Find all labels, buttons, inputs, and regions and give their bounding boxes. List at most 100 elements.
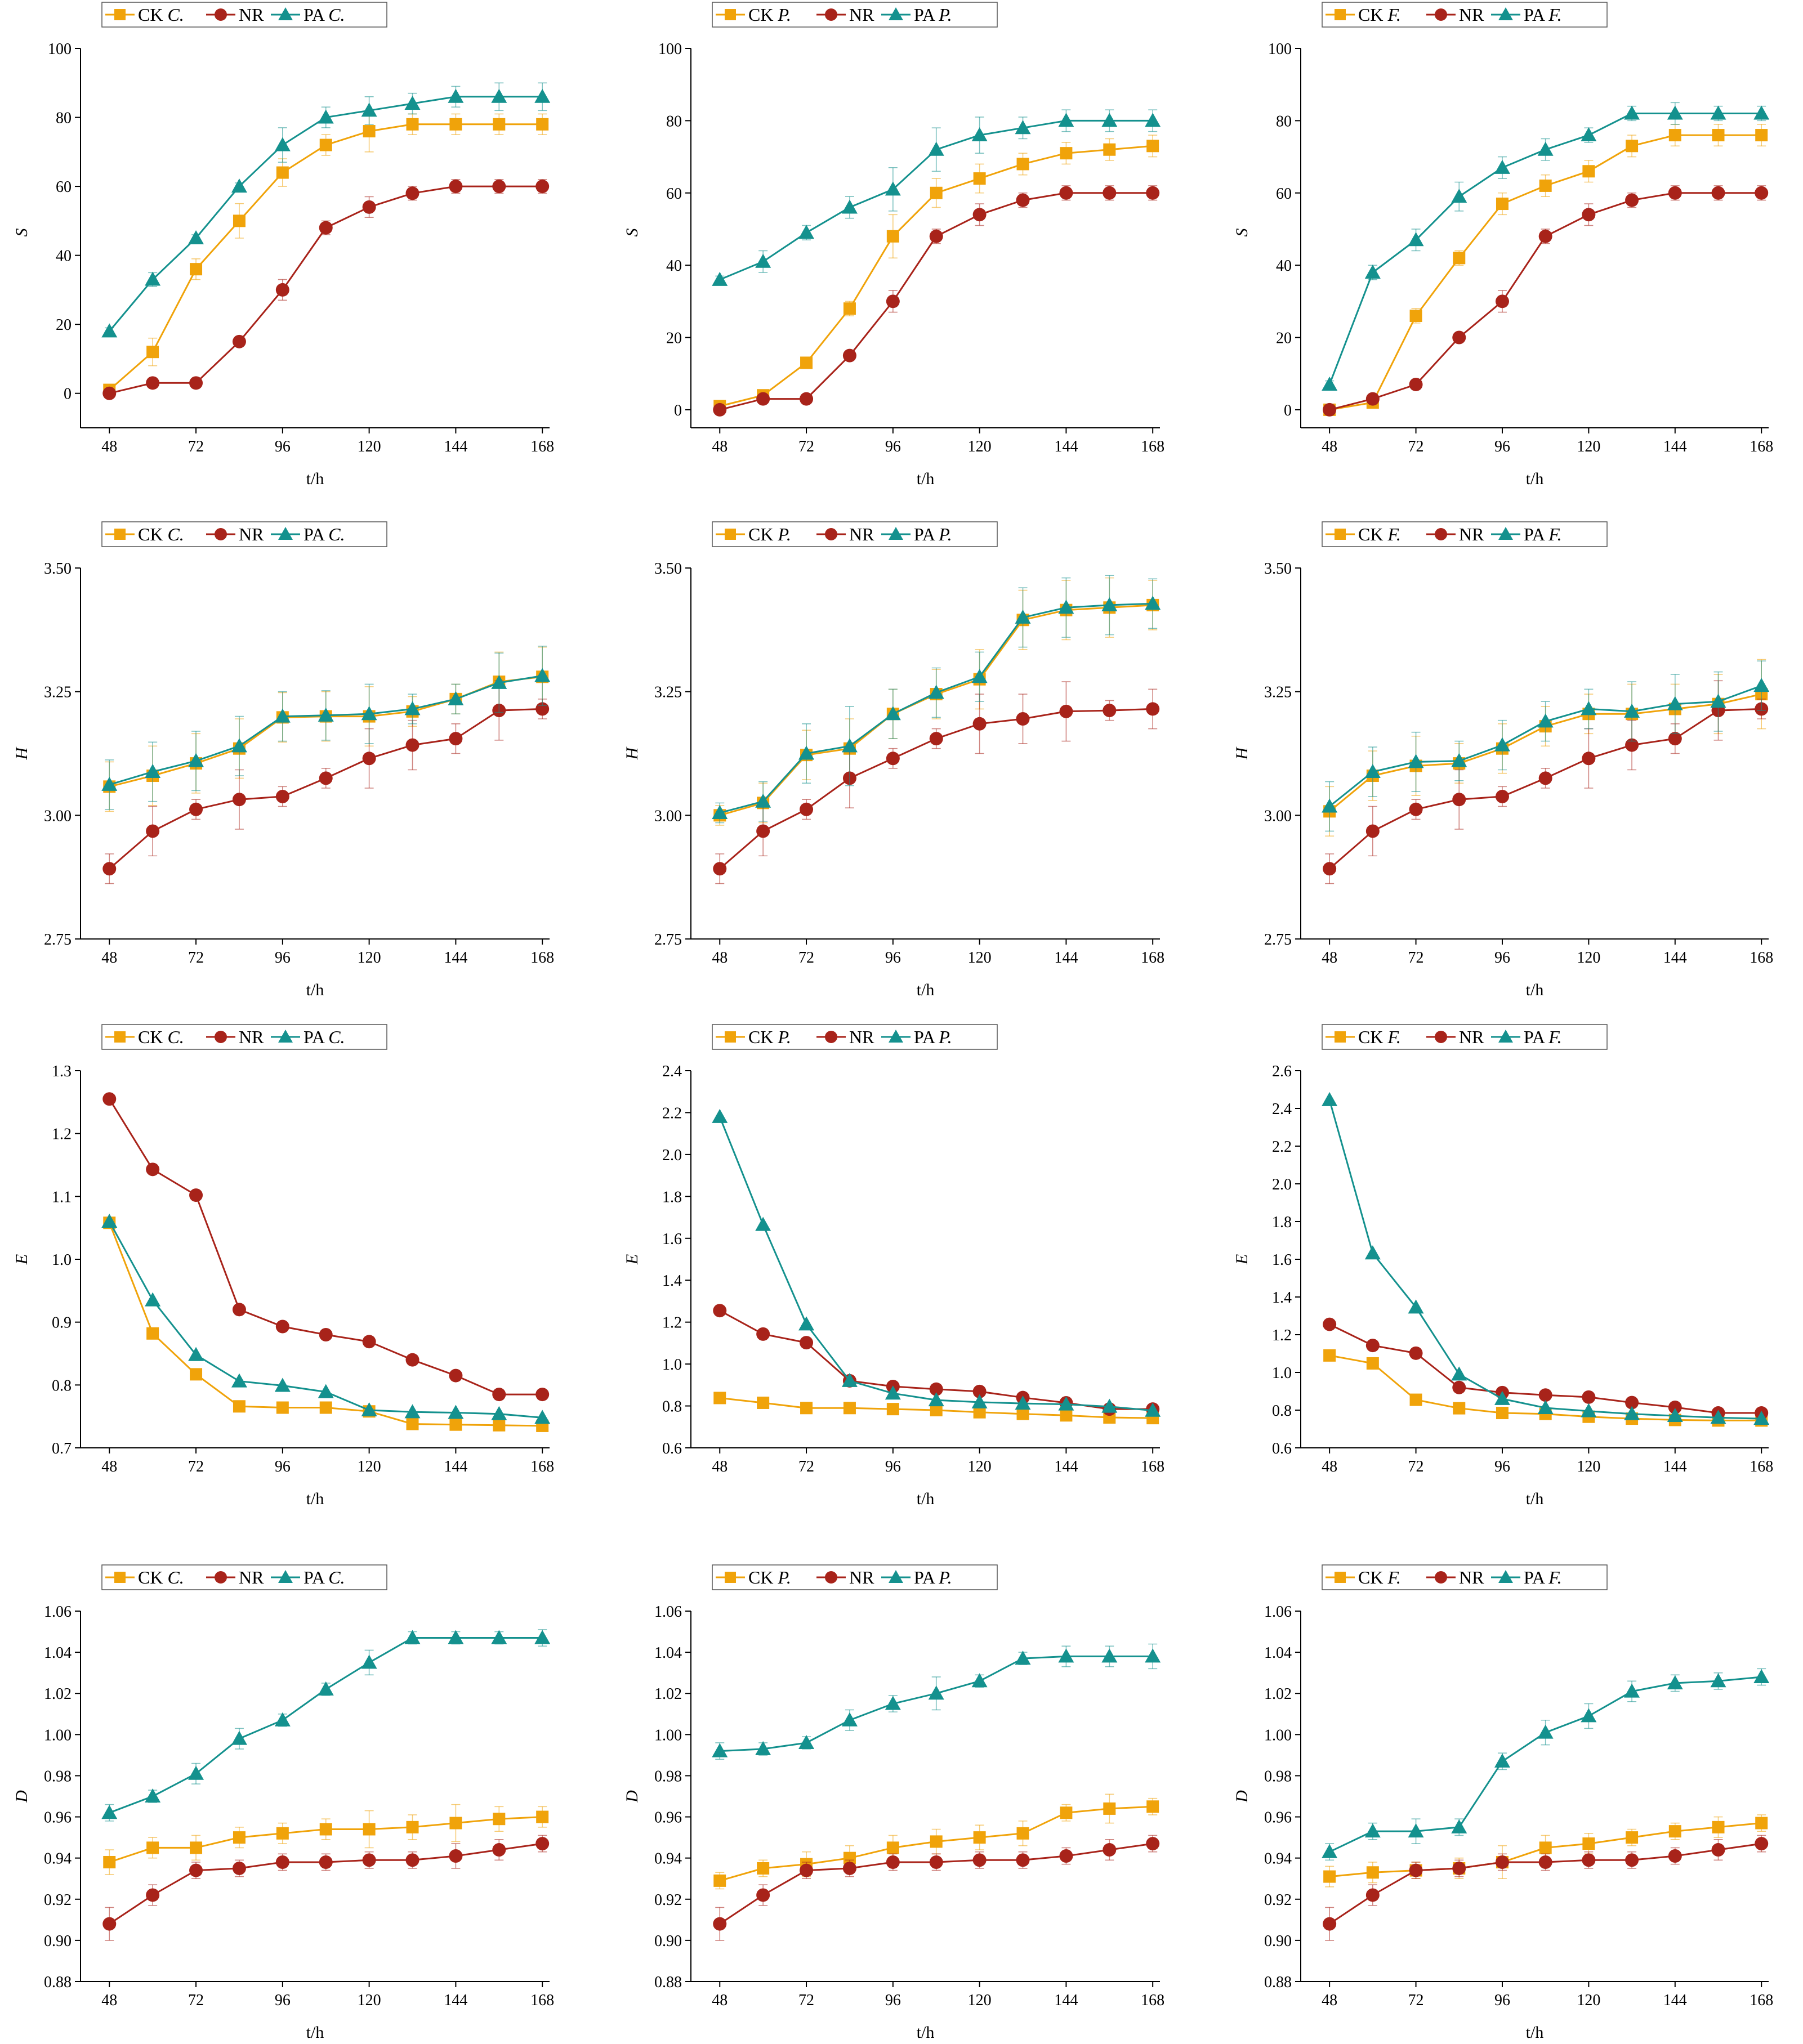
x-tick-label: 48 <box>1322 1458 1337 1475</box>
y-tick-label: 2.75 <box>1264 931 1292 949</box>
data-point-square <box>1103 143 1116 156</box>
data-point-circle <box>1711 1843 1725 1857</box>
x-tick-label: 144 <box>1054 1992 1078 2009</box>
y-axis-title: E <box>12 1254 31 1265</box>
legend: CK C. NR PA C. <box>101 2 387 28</box>
legend-label: PA F. <box>1524 5 1562 25</box>
data-point-circle <box>362 1853 376 1867</box>
y-tick-label: 0 <box>64 386 72 403</box>
y-tick-label: 0 <box>674 402 682 419</box>
data-point-triangle <box>1408 754 1424 768</box>
data-point-triangle <box>1710 1673 1726 1688</box>
data-point-square <box>1016 1827 1029 1840</box>
x-tick-label: 48 <box>101 438 117 455</box>
legend-label-name: CK <box>748 524 778 544</box>
data-point-square <box>1146 140 1159 153</box>
y-tick-label: 0.94 <box>1264 1850 1292 1868</box>
y-tick-label: 0.88 <box>1264 1974 1292 1991</box>
data-point-circle <box>756 1888 770 1902</box>
data-point-circle <box>972 208 987 222</box>
data-point-square <box>449 118 462 131</box>
data-point-circle <box>449 1368 463 1383</box>
y-tick-label: 0.98 <box>1264 1768 1292 1785</box>
legend-marker-square <box>1335 1031 1346 1043</box>
data-point-circle <box>842 1861 856 1875</box>
legend-marker-triangle <box>1498 527 1513 540</box>
data-point-triangle <box>971 669 988 683</box>
data-point-circle <box>1755 1837 1769 1851</box>
y-tick-label: 1.0 <box>1272 1365 1292 1382</box>
data-point-triangle <box>1145 1648 1161 1663</box>
data-point-triangle <box>1537 1399 1554 1414</box>
x-tick-label: 168 <box>530 949 554 967</box>
data-point-triangle <box>1364 764 1381 779</box>
legend: CK C. NR PA C. <box>101 521 387 547</box>
legend-label: NR <box>1459 524 1484 544</box>
x-tick-label: 48 <box>1322 949 1337 967</box>
data-point-triangle <box>145 1292 161 1307</box>
x-tick-label: 48 <box>712 1992 728 2009</box>
y-tick-label: 1.06 <box>44 1603 72 1621</box>
y-tick-label: 1.06 <box>654 1603 682 1621</box>
data-point-triangle <box>1408 1299 1424 1314</box>
data-point-triangle <box>318 707 334 722</box>
series-line <box>1329 192 1762 411</box>
y-tick-label: 20 <box>56 316 72 334</box>
legend-label: PA C. <box>304 1027 345 1047</box>
x-tick-label: 96 <box>275 949 291 967</box>
y-tick-label: 0.94 <box>654 1850 682 1868</box>
data-point-square <box>843 1851 856 1864</box>
legend-label: CK P. <box>748 5 791 25</box>
data-point-triangle <box>1451 1366 1467 1381</box>
data-point-triangle <box>1667 105 1683 120</box>
data-point-circle <box>1452 1380 1466 1394</box>
x-tick-label: 96 <box>275 1992 291 2009</box>
data-point-triangle <box>712 1743 728 1757</box>
data-point-circle <box>1495 294 1509 308</box>
data-point-circle <box>1755 186 1769 200</box>
y-tick-label: 1.02 <box>44 1685 72 1703</box>
data-point-square <box>233 214 246 227</box>
legend-label-species: F. <box>1548 5 1561 25</box>
data-point-triangle <box>841 738 858 753</box>
data-point-triangle <box>534 1410 551 1424</box>
data-point-triangle <box>1667 696 1683 710</box>
data-point-square <box>757 1396 770 1409</box>
series-PA <box>712 1108 1161 1417</box>
y-tick-label: 40 <box>56 248 72 265</box>
y-axis-title: H <box>623 746 641 760</box>
data-point-circle <box>1711 186 1725 200</box>
data-point-triangle <box>755 253 771 268</box>
y-tick-label: 2.75 <box>654 931 682 949</box>
data-point-triangle <box>1015 1396 1031 1410</box>
data-point-square <box>1626 140 1639 153</box>
legend-label-name: CK <box>748 1567 778 1587</box>
legend-label-name: CK <box>1358 524 1387 544</box>
data-point-triangle <box>448 1405 464 1419</box>
y-tick-label: 3.25 <box>654 684 682 701</box>
x-axis-title: t/h <box>917 469 935 488</box>
legend-marker-square <box>1335 529 1346 540</box>
data-point-circle <box>1059 704 1073 718</box>
legend-marker-circle <box>215 1571 227 1584</box>
y-tick-label: 1.2 <box>662 1314 682 1332</box>
data-point-circle <box>319 221 333 235</box>
data-point-circle <box>146 376 160 390</box>
x-tick-label: 72 <box>1408 1458 1424 1475</box>
data-point-circle <box>929 229 943 243</box>
data-point-triangle <box>1101 1648 1118 1663</box>
data-point-triangle <box>1581 701 1597 715</box>
legend-label: PA F. <box>1524 1567 1562 1587</box>
x-tick-label: 48 <box>101 1458 117 1475</box>
legend-label-species: F. <box>1548 524 1561 544</box>
legend-box <box>101 1564 387 1590</box>
data-point-circle <box>1409 802 1423 816</box>
data-point-square <box>1582 1837 1595 1850</box>
data-point-circle <box>319 1855 333 1869</box>
data-point-circle <box>972 717 987 731</box>
data-point-circle <box>1538 229 1552 243</box>
data-point-circle <box>146 1888 160 1902</box>
legend-label-name: NR <box>849 524 874 544</box>
legend-box <box>1322 1564 1608 1590</box>
